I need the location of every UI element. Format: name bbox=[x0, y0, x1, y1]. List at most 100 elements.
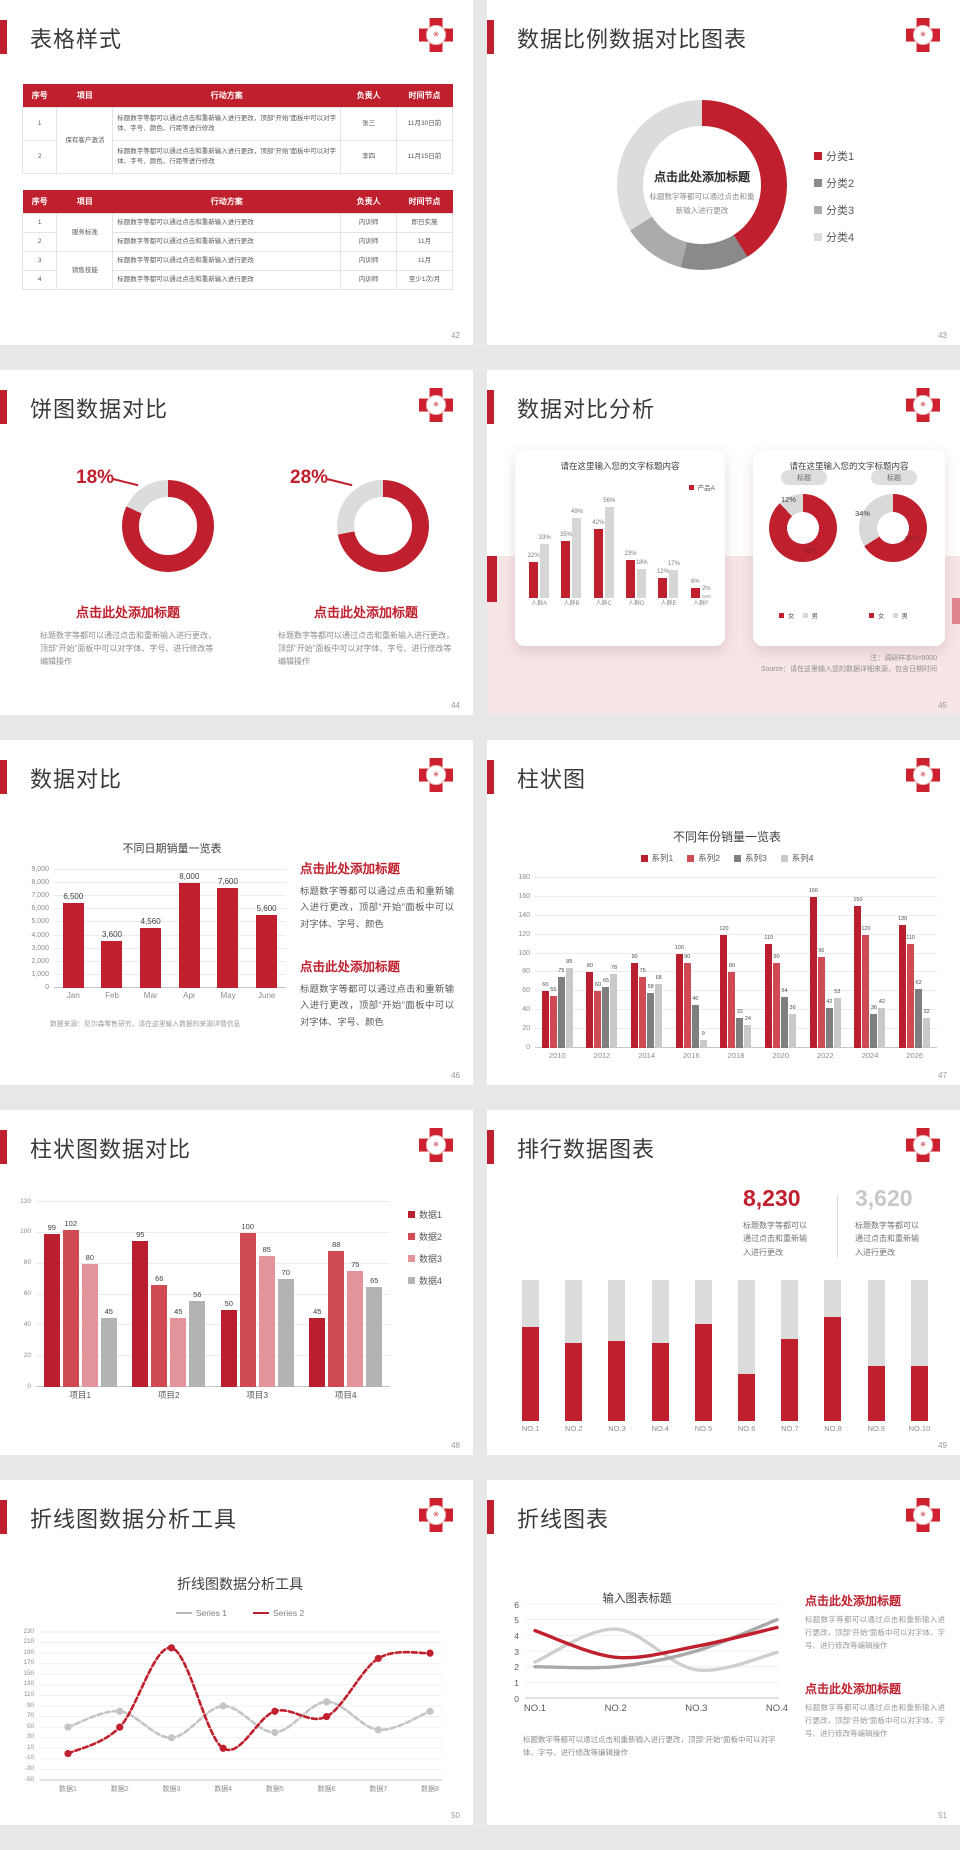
donut-center-title: 点击此处添加标题 bbox=[653, 170, 750, 184]
gender-donut-left bbox=[769, 494, 837, 562]
donut-chart-left bbox=[122, 480, 214, 572]
left-accent-tab bbox=[487, 556, 497, 602]
donut-legend: 分类1 分类2 分类3 分类4 bbox=[814, 148, 854, 245]
grouped-bar-chart: 22% 33% 35% 49% 42% 56% 23% 18% 12% 17% 6% 2% 人群A 人群B… bbox=[527, 497, 711, 607]
gender-donut-right bbox=[859, 494, 927, 562]
slide-45-data-analysis[interactable]: 数据对比分析 ✳ 请在这里输入您的文字标题内容 产品A 22% 33% 35% 49%… bbox=[487, 370, 960, 715]
stat-divider bbox=[837, 1194, 838, 1258]
donut-caption-right: 点击此处添加标题 标题数字等都可以通过点击和重新输入进行更改，顶部“开始”面板中… bbox=[278, 602, 454, 669]
title-accent-bar bbox=[0, 390, 7, 424]
chart-title: 不同日期销量一览表 bbox=[122, 843, 222, 855]
red-cross-logo: ✳ bbox=[419, 388, 453, 422]
action-plan-table-1: 序号 项目 行动方案 负责人 时间节点 1 保有客户激活 标题数字等都可以通过点击和重新输入进… bbox=[21, 84, 453, 175]
block-heading: 点击此处添加标题 bbox=[805, 1594, 902, 1608]
line-chart: -50 -30 -10 10 30 50 70 90 110 130 150 170 190 210 230… bbox=[23, 1627, 442, 1793]
slide-48-column-compare[interactable]: 柱状图数据对比 ✳ 0 20 40 60 80 100 120 99 102 80 45 95 66 45… bbox=[0, 1110, 473, 1455]
title-accent-bar bbox=[0, 20, 7, 54]
red-cross-logo: ✳ bbox=[906, 758, 940, 792]
stacked-bar-chart: NO.1 NO.2 NO.3 NO.4 NO.5 NO.6 NO.7 NO.8 NO.9 NO.1… bbox=[509, 1280, 941, 1438]
slide-title: 折线图数据分析工具 bbox=[30, 1507, 238, 1532]
red-cross-logo: ✳ bbox=[906, 388, 940, 422]
slide-title: 柱状图 bbox=[517, 767, 587, 792]
slide-title: 柱状图数据对比 bbox=[30, 1137, 192, 1162]
donut-center-text: 点击此处添加标题 标题数字等都可以通过点击和重新输入进行更改 bbox=[637, 168, 767, 219]
right-accent-tab bbox=[952, 598, 960, 624]
title-accent-bar bbox=[487, 1500, 494, 1534]
donut-chart-right bbox=[337, 480, 429, 572]
action-plan-table-2: 序号 项目 行动方案 负责人 时间节点 1 服务标准 标题数字等都可以通过点击和重新输入进行更… bbox=[21, 190, 453, 291]
percent-label: 66% bbox=[905, 536, 920, 543]
slide-title: 表格样式 bbox=[30, 27, 123, 52]
red-cross-logo: ✳ bbox=[906, 1128, 940, 1162]
percent-callout-left: 18% bbox=[76, 467, 115, 488]
stat-body: 标题数字等都可以通过点击和重新输入进行更改 bbox=[743, 1221, 807, 1257]
slide-43-donut-compare[interactable]: 数据比例数据对比图表 ✳ 点击此处添加标题 标题数字等都可以通过点击和重新输入进… bbox=[487, 0, 960, 345]
donut-center-subtitle: 标题数字等都可以通过点击和重新输入进行更改 bbox=[649, 192, 755, 216]
title-accent-bar bbox=[487, 20, 494, 54]
stat-value: 8,230 bbox=[743, 1185, 801, 1211]
slide-title: 排行数据图表 bbox=[517, 1137, 656, 1162]
slide-51-line-chart[interactable]: 折线图表 ✳ 输入图表标题 0 1 2 3 4 5 6 NO.1 NO.2 NO.3 NO.4 标题… bbox=[487, 1480, 960, 1825]
card-title: 请在这里输入您的文字标题内容 bbox=[789, 461, 909, 471]
page-number: 50 bbox=[451, 1811, 460, 1820]
stat-block-gray: 3,620 标题数字等都可以通过点击和重新输入进行更改 bbox=[855, 1185, 939, 1259]
page-number: 51 bbox=[938, 1811, 947, 1820]
text-block-2: 点击此处添加标题 标题数字等都可以通过点击和重新输入进行更改，顶部“开始”面板中… bbox=[300, 956, 454, 1030]
stat-block-red: 8,230 标题数字等都可以通过点击和重新输入进行更改 bbox=[743, 1185, 827, 1259]
page-number: 45 bbox=[938, 701, 947, 710]
caption-body: 标题数字等都可以通过点击和重新输入进行更改，顶部“开始”面板中可以对字体、字号、… bbox=[40, 631, 216, 667]
block-body: 标题数字等都可以通过点击和重新输入进行更改，顶部“开始”面板中可以对字体、字号、… bbox=[805, 1615, 945, 1650]
gender-legend-left: 女男 bbox=[779, 610, 818, 620]
pill-label-right: 标题 bbox=[871, 470, 917, 485]
slide-42-table-styles[interactable]: 表格样式 ✳ 序号 项目 行动方案 负责人 时间节点 1 保有客户激活 标题数字等都可以通过点… bbox=[0, 0, 473, 345]
block-body: 标题数字等都可以通过点击和重新输入进行更改，顶部“开始”面板中可以对字体、字号、… bbox=[300, 886, 454, 929]
text-block-1: 点击此处添加标题 标题数字等都可以通过点击和重新输入进行更改，顶部“开始”面板中… bbox=[300, 858, 454, 932]
slide-44-pie-compare[interactable]: 饼图数据对比 ✳ 18% 28% 点击此处添加标题 标题数字等都可以通过点击和重… bbox=[0, 370, 473, 715]
title-accent-bar bbox=[487, 390, 494, 424]
stat-value: 3,620 bbox=[855, 1185, 913, 1211]
block-body: 标题数字等都可以通过点击和重新输入进行更改，顶部“开始”面板中可以对字体、字号、… bbox=[805, 1703, 945, 1738]
block-body: 标题数字等都可以通过点击和重新输入进行更改，顶部“开始”面板中可以对字体、字号、… bbox=[300, 984, 454, 1027]
slide-title: 饼图数据对比 bbox=[30, 397, 169, 422]
chart-title: 输入图表标题 bbox=[602, 1593, 672, 1605]
page-number: 46 bbox=[451, 1071, 460, 1080]
red-cross-logo: ✳ bbox=[906, 18, 940, 52]
block-heading: 点击此处添加标题 bbox=[805, 1682, 902, 1696]
slide-47-column-chart[interactable]: 柱状图 ✳ 不同年份销量一览表 系列1 系列2 系列3 系列4 0 20 40 60 80 10… bbox=[487, 740, 960, 1085]
title-accent-bar bbox=[487, 760, 494, 794]
page-number: 42 bbox=[451, 331, 460, 340]
page-number: 43 bbox=[938, 331, 947, 340]
line-chart: 0 1 2 3 4 5 6 NO.1 NO.2 NO.3 NO.4 bbox=[514, 1599, 789, 1714]
series-legend: 数据1 数据2 数据3 数据4 bbox=[408, 1208, 442, 1287]
chart-title: 不同年份销量一览表 bbox=[672, 830, 781, 844]
bar-chart-card: 请在这里输入您的文字标题内容 产品A 22% 33% 35% 49% 42% 56% 23%… bbox=[515, 450, 725, 646]
slide-49-ranking-chart[interactable]: 排行数据图表 ✳ 8,230 标题数字等都可以通过点击和重新输入进行更改 3,6… bbox=[487, 1110, 960, 1455]
bar-chart: 0 1,000 2,000 3,000 4,000 5,000 6,000 7,000 8,00… bbox=[14, 858, 290, 1010]
slide-46-data-compare[interactable]: 数据对比 ✳ 不同日期销量一览表 0 1,000 2,000 3,000 4,000 5,… bbox=[0, 740, 473, 1085]
percent-label: 88% bbox=[803, 548, 818, 555]
text-block-2: 点击此处添加标题 标题数字等都可以通过点击和重新输入进行更改，顶部“开始”面板中… bbox=[805, 1680, 945, 1740]
percent-label: 12% bbox=[781, 495, 797, 504]
slide-50-line-analysis[interactable]: 折线图数据分析工具 ✳ 折线图数据分析工具 Series 1 Series 2 -… bbox=[0, 1480, 473, 1825]
source-note: Source：请在这里输入您的数据详细来源，包含日期时间 bbox=[760, 666, 937, 673]
red-cross-logo: ✳ bbox=[419, 1498, 453, 1532]
title-accent-bar bbox=[0, 1130, 7, 1164]
title-accent-bar bbox=[0, 1500, 7, 1534]
donut-chart bbox=[617, 100, 787, 270]
chart-title: 折线图数据分析工具 bbox=[177, 1576, 303, 1592]
pill-label-left: 标题 bbox=[781, 470, 827, 485]
grouped-bar-chart: 0 20 40 60 80 100 120 140 160 180 60 55 75 85 80 60 65 78… bbox=[497, 868, 947, 1068]
caption-body: 标题数字等都可以通过点击和重新输入进行更改，顶部“开始”面板中可以对字体、字号、… bbox=[278, 631, 454, 667]
slide-title: 数据对比 bbox=[30, 767, 123, 792]
text-block-1: 点击此处添加标题 标题数字等都可以通过点击和重新输入进行更改，顶部“开始”面板中… bbox=[805, 1592, 945, 1652]
page-number: 47 bbox=[938, 1071, 947, 1080]
gender-legend-right: 女男 bbox=[869, 610, 908, 620]
page-number: 48 bbox=[451, 1441, 460, 1450]
slide-title: 数据对比分析 bbox=[517, 397, 656, 422]
slide-title: 数据比例数据对比图表 bbox=[517, 27, 748, 52]
red-cross-logo: ✳ bbox=[419, 18, 453, 52]
title-accent-bar bbox=[0, 760, 7, 794]
block-heading: 点击此处添加标题 bbox=[300, 960, 401, 974]
source-note: 数据来源：尼尔森零售研究，请在这里输入数据的来源详情信息 bbox=[50, 1021, 241, 1028]
